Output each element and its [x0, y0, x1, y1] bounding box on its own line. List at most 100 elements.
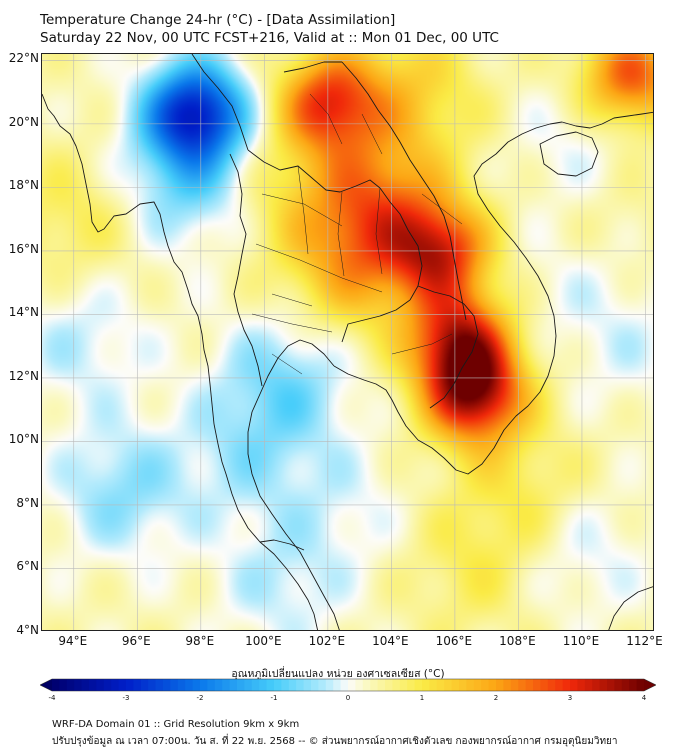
province-lines [251, 93, 463, 375]
colorbar-cell [118, 679, 127, 691]
colorbar-cell [629, 679, 638, 691]
colorbar-min-extend [40, 679, 52, 691]
colorbar-label: อุณหภูมิเปลี่ยนแปลง หน่วย องศาเซลเซียส (… [231, 668, 445, 680]
lat-label: 8°N [16, 495, 39, 510]
graticule [42, 54, 653, 630]
lat-label: 4°N [16, 623, 39, 637]
coastline-borneo-tip [608, 586, 653, 630]
colorbar-tick-label: 4 [641, 694, 647, 702]
map-panel [41, 53, 654, 631]
colorbar-cell [311, 679, 319, 691]
colorbar-cell [281, 679, 290, 691]
colorbar-cell [614, 679, 623, 691]
colorbar-cell [185, 679, 194, 691]
colorbar-cell [540, 679, 549, 691]
chart-subtitle: Saturday 22 Nov, 00 UTC FCST+216, Valid … [40, 30, 499, 46]
colorbar-cell [481, 679, 490, 691]
colorbar-cell [192, 679, 201, 691]
colorbar-tick-label: 3 [567, 694, 573, 702]
colorbar-tick-label: 2 [493, 694, 499, 702]
colorbar-cell [251, 679, 260, 691]
colorbar-cell [244, 679, 253, 691]
colorbar-max-extend [644, 679, 656, 691]
lat-label: 10°N [8, 432, 39, 447]
colorbar-cell [296, 679, 305, 691]
colorbar-cell [599, 679, 608, 691]
colorbar-cell [207, 679, 216, 691]
colorbar-tick-label: -1 [270, 694, 278, 702]
colorbar-cell [370, 679, 379, 691]
colorbar-cell [126, 679, 134, 691]
lat-label: 14°N [8, 305, 39, 320]
colorbar-cell [466, 679, 475, 691]
colorbar-cell [214, 679, 223, 691]
colorbar-cell [288, 679, 297, 691]
border-thai-cambodia [341, 299, 411, 343]
colorbar-cell [459, 679, 467, 691]
colorbar-cell [429, 679, 438, 691]
colorbar-cell [562, 679, 571, 691]
colorbar-cell [385, 679, 393, 691]
coastline-china-south [561, 111, 653, 129]
colorbar-cell [414, 679, 423, 691]
colorbar-cell [103, 679, 112, 691]
border-thai-laos [247, 149, 423, 301]
colorbar-cell [66, 679, 75, 691]
map-overlay [42, 54, 653, 630]
colorbar-tick-label: 1 [419, 694, 425, 702]
colorbar-cell [592, 679, 601, 691]
lon-label: 102°E [308, 634, 346, 648]
chart-title: Temperature Change 24-hr (°C) - [Data As… [40, 12, 396, 28]
lon-label: 110°E [562, 634, 600, 648]
colorbar-cell [96, 679, 105, 691]
colorbar-cell [503, 679, 512, 691]
colorbar [40, 678, 656, 692]
colorbar-cell [607, 679, 615, 691]
border-cambodia-vietnam [417, 285, 479, 409]
colorbar-outline [40, 678, 656, 692]
coastline-myanmar-west [42, 93, 215, 425]
lon-label: 100°E [245, 634, 282, 648]
coastline-hainan [539, 131, 599, 177]
colorbar-cell [163, 679, 171, 691]
colorbar-cell [318, 679, 327, 691]
colorbar-cell [362, 679, 371, 691]
colorbar-cell [355, 679, 364, 691]
colorbar-cell [148, 679, 157, 691]
colorbar-cell [140, 679, 149, 691]
border-thai-malaysia [259, 539, 305, 551]
colorbar-cell [222, 679, 231, 691]
colorbar-cell [496, 679, 504, 691]
colorbar-cell [74, 679, 83, 691]
colorbar-cell [547, 679, 556, 691]
border-laos-vietnam [341, 61, 467, 321]
colorbar-cell [111, 679, 120, 691]
colorbar-cell [237, 679, 245, 691]
colorbar-cell [266, 679, 275, 691]
colorbar-cell [555, 679, 564, 691]
border-myanmar-china [191, 54, 249, 151]
colorbar-cell [377, 679, 386, 691]
colorbar-cell [451, 679, 460, 691]
lon-label: 106°E [435, 634, 473, 648]
colorbar-cell [59, 679, 68, 691]
lat-label: 6°N [16, 559, 39, 574]
coastlines-and-borders [42, 54, 653, 630]
lat-label: 20°N [8, 114, 39, 129]
coastline-gulf-east [333, 121, 563, 475]
temperature-change-field [42, 54, 653, 630]
lon-label: 96°E [121, 634, 151, 648]
coastline-gulf-west [247, 339, 340, 630]
lon-label: 94°E [58, 634, 88, 648]
colorbar-cell [200, 679, 208, 691]
colorbar-cell [577, 679, 586, 691]
colorbar-cell [473, 679, 482, 691]
colorbar-tick-label: 0 [345, 694, 351, 702]
colorbar-cell [570, 679, 578, 691]
colorbar-cell [89, 679, 97, 691]
colorbar-cell [444, 679, 453, 691]
coastline-andaman-thai [213, 423, 319, 630]
colorbar-cell [525, 679, 534, 691]
colorbar-cell [584, 679, 593, 691]
lat-label: 12°N [8, 368, 39, 383]
